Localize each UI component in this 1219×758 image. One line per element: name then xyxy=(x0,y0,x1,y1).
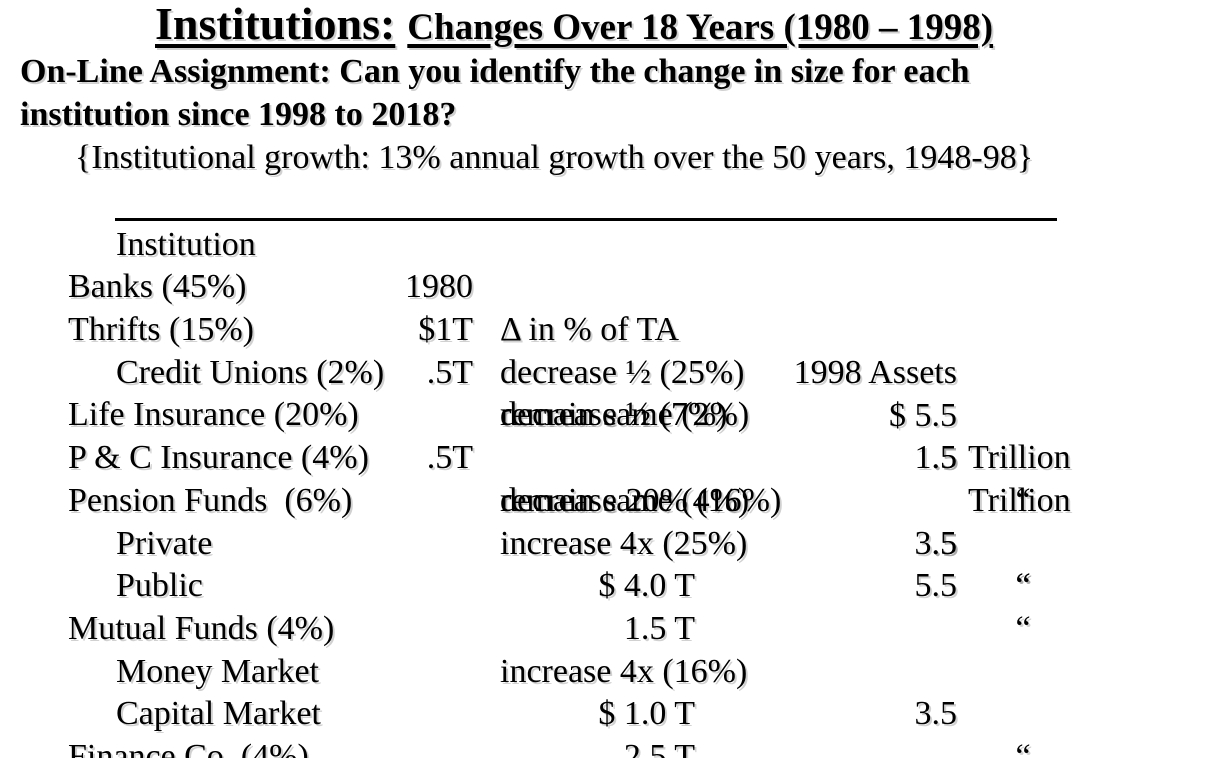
title-main: Institutions: xyxy=(155,0,396,49)
slide-title: Institutions: Changes Over 18 Years (1980… xyxy=(155,0,993,61)
value-1980-cell: $1T xyxy=(418,311,473,349)
table-row: Life Insurance (20%) .5T decrease 20% (1… xyxy=(0,352,1219,604)
assets-value-cell: 5.5 xyxy=(914,567,958,605)
assignment-line-1: On-Line Assignment: Can you identify the… xyxy=(20,53,970,90)
header-assets: 1998 Assets xyxy=(793,353,957,391)
institution-cell: P & C Insurance (4%) xyxy=(68,439,369,477)
change-cell: remain same (4%) xyxy=(500,481,750,519)
assets-unit-cell: Trillion xyxy=(968,481,1071,519)
assets-value-cell: 3.5 xyxy=(914,695,958,733)
header-institution: Institution xyxy=(116,225,256,263)
header-underline xyxy=(115,218,1057,221)
institution-cell: Credit Unions (2%) xyxy=(116,353,385,391)
assets-value-cell: 1.5 xyxy=(914,439,958,477)
title-sub: Changes Over 18 Years (1980 – 1998) xyxy=(407,7,994,48)
institutions-table: Institution 1980 Δ in % of TA 1998 Asset… xyxy=(0,181,1219,758)
sub-value-cell: $ 4.0 T xyxy=(598,567,695,605)
institution-cell: Capital Market xyxy=(116,695,321,733)
value-1980-cell: .5T xyxy=(426,439,473,477)
assets-unit-cell: Trillion xyxy=(968,439,1071,477)
assets-ditto-mark: “ xyxy=(1015,567,1031,605)
change-cell: increase 4x (16%) xyxy=(500,652,748,690)
institution-cell: Pension Funds (6%) xyxy=(68,481,353,519)
institution-cell: Mutual Funds (4%) xyxy=(68,609,335,647)
change-cell: increase 4x (25%) xyxy=(500,524,748,562)
assets-ditto-mark: “ xyxy=(1015,567,1031,605)
assets-ditto-mark: “ xyxy=(1015,738,1031,758)
header-1980: 1980 xyxy=(405,268,473,306)
sub-value-cell: $ 1.0 T xyxy=(598,695,695,733)
table-row: Finance Co. (4%) remain same (4%) 1.0 “ xyxy=(0,693,1219,758)
assets-value-cell: .5 xyxy=(931,439,958,477)
assets-ditto-mark: “ xyxy=(1015,609,1031,647)
institution-cell: Finance Co. (4%) xyxy=(68,737,309,758)
change-cell: decrease 20% (16%) xyxy=(500,481,782,519)
institution-cell: Money Market xyxy=(116,652,320,690)
table-row: Mutual Funds (4%) increase 4x (16%) 3.5 … xyxy=(0,565,1219,758)
table-row: P & C Insurance (4%) remain same (4%) .5… xyxy=(0,394,1219,604)
institution-cell: Public xyxy=(116,567,203,605)
table-row: Private $ 4.0 T xyxy=(0,480,1219,605)
table-row: Banks (45%) $1T decrease ½ (25%) $ 5.5 T… xyxy=(0,224,1219,476)
value-1980-cell: .5T xyxy=(426,353,473,391)
assets-ditto-mark: “ xyxy=(1015,481,1031,519)
institution-cell: Thrifts (15%) xyxy=(68,311,255,349)
assignment-text: On-Line Assignment: Can you identify the… xyxy=(20,50,970,136)
change-cell: remain same (2%) xyxy=(500,396,750,434)
table-row: Capital Market 2.5 T xyxy=(0,651,1219,758)
assets-value-cell: .5 xyxy=(931,524,958,562)
table-header-row: Institution 1980 Δ in % of TA 1998 Asset… xyxy=(0,181,1219,391)
assignment-line-2: institution since 1998 to 2018? xyxy=(20,96,457,133)
table-row: Public 1.5 T xyxy=(0,523,1219,647)
table-row: Credit Unions (2%) remain same (2%) .5 “ xyxy=(0,309,1219,519)
table-row: Pension Funds (6%) increase 4x (25%) 5.5… xyxy=(0,437,1219,647)
institution-cell: Life Insurance (20%) xyxy=(68,396,359,434)
assets-value-cell: $ 5.5 xyxy=(889,396,957,434)
header-delta: Δ in % of TA xyxy=(500,311,680,349)
institution-cell: Banks (45%) xyxy=(68,268,247,306)
table-row: Thrifts (15%) .5T decrease ½ (7%) 1.5 Tr… xyxy=(0,266,1219,519)
change-cell: decrease ½ (25%) xyxy=(500,353,745,391)
assets-value-cell: 3.5 xyxy=(914,524,958,562)
table-row: Money Market $ 1.0 T xyxy=(0,608,1219,733)
growth-note: {Institutional growth: 13% annual growth… xyxy=(75,139,1034,176)
sub-value-cell: 2.5 T xyxy=(623,737,695,758)
change-cell: decrease ½ (7%) xyxy=(500,396,728,434)
institution-cell: Private xyxy=(116,524,213,562)
sub-value-cell: 1.5 T xyxy=(623,609,695,647)
